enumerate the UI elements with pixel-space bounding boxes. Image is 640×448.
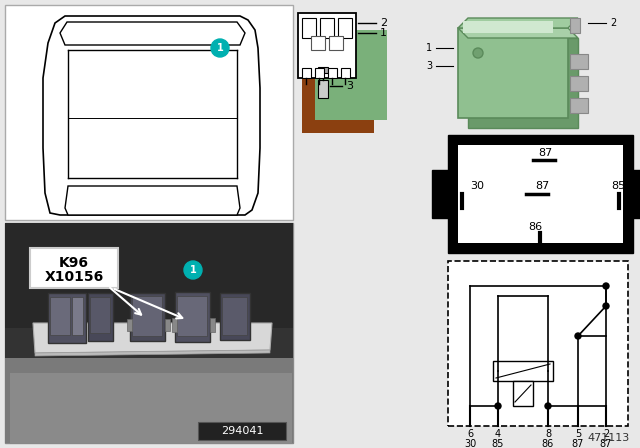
Text: 87: 87 xyxy=(572,439,584,448)
Text: 5: 5 xyxy=(575,429,581,439)
Bar xyxy=(432,170,448,218)
Text: 87: 87 xyxy=(600,439,612,448)
Bar xyxy=(458,145,623,243)
Text: 3: 3 xyxy=(426,61,432,71)
Bar xyxy=(88,293,113,341)
Text: 6: 6 xyxy=(467,429,473,439)
Circle shape xyxy=(473,48,483,58)
Text: 8: 8 xyxy=(545,429,551,439)
Bar xyxy=(458,28,568,118)
Bar xyxy=(5,223,293,443)
Bar xyxy=(448,261,628,426)
Bar xyxy=(175,292,210,342)
Bar xyxy=(72,297,83,335)
Text: 1: 1 xyxy=(189,265,196,275)
Text: 3: 3 xyxy=(346,81,353,91)
Bar xyxy=(328,68,337,78)
Circle shape xyxy=(184,261,202,279)
Text: 2: 2 xyxy=(610,18,616,28)
Text: 30: 30 xyxy=(470,181,484,191)
Text: 87: 87 xyxy=(535,181,549,191)
Text: 30: 30 xyxy=(464,439,476,448)
Bar xyxy=(177,296,207,336)
Bar xyxy=(302,18,316,38)
Bar xyxy=(463,21,553,33)
Text: 2: 2 xyxy=(380,18,387,28)
Circle shape xyxy=(211,39,229,57)
Bar xyxy=(220,293,250,340)
Polygon shape xyxy=(60,22,245,45)
Text: 86: 86 xyxy=(528,222,542,232)
Circle shape xyxy=(495,403,501,409)
Bar xyxy=(210,318,215,332)
Circle shape xyxy=(603,283,609,289)
Bar xyxy=(302,43,374,133)
Bar xyxy=(329,36,343,50)
Text: 1: 1 xyxy=(426,43,432,53)
Bar xyxy=(311,36,325,50)
Bar xyxy=(513,381,533,406)
Bar xyxy=(493,361,553,381)
Text: 294041: 294041 xyxy=(221,426,263,436)
Bar xyxy=(130,293,165,341)
Bar xyxy=(315,30,387,120)
Text: K96: K96 xyxy=(59,256,89,270)
Polygon shape xyxy=(35,350,270,356)
Text: X10156: X10156 xyxy=(44,270,104,284)
Bar xyxy=(315,68,324,78)
Bar xyxy=(302,68,311,78)
Bar xyxy=(48,293,86,343)
Polygon shape xyxy=(33,323,272,353)
Polygon shape xyxy=(10,373,292,443)
Polygon shape xyxy=(458,28,578,38)
Bar xyxy=(30,248,118,288)
Bar xyxy=(5,223,293,338)
Bar xyxy=(448,135,633,253)
Bar xyxy=(570,98,588,113)
Text: 471113: 471113 xyxy=(588,433,630,443)
Bar xyxy=(127,319,132,331)
Text: 87: 87 xyxy=(538,148,552,158)
Bar xyxy=(570,54,588,69)
Bar xyxy=(318,80,328,98)
Bar xyxy=(132,296,162,336)
Polygon shape xyxy=(5,358,293,443)
Bar xyxy=(318,67,328,73)
Polygon shape xyxy=(65,186,240,215)
Circle shape xyxy=(545,403,551,409)
Text: 1: 1 xyxy=(380,28,387,38)
Bar xyxy=(448,261,628,426)
Text: 86: 86 xyxy=(542,439,554,448)
Bar xyxy=(172,318,177,332)
Bar xyxy=(90,297,110,333)
Text: 1: 1 xyxy=(216,43,223,53)
Text: 85: 85 xyxy=(611,181,625,191)
Bar xyxy=(338,18,352,38)
Bar xyxy=(341,68,350,78)
Bar xyxy=(298,13,356,78)
Polygon shape xyxy=(458,18,578,28)
Text: 85: 85 xyxy=(492,439,504,448)
Bar xyxy=(165,319,170,331)
Bar xyxy=(5,223,293,443)
Bar xyxy=(222,297,247,335)
Circle shape xyxy=(603,303,609,309)
Bar xyxy=(50,297,70,335)
Bar xyxy=(5,328,293,358)
Bar xyxy=(570,18,580,33)
Bar xyxy=(320,18,334,38)
Bar xyxy=(198,422,286,440)
Text: 4: 4 xyxy=(495,429,501,439)
Text: 2: 2 xyxy=(603,429,609,439)
Bar xyxy=(633,170,640,218)
Bar xyxy=(5,5,293,220)
Polygon shape xyxy=(43,16,260,215)
Bar xyxy=(468,38,578,128)
Bar xyxy=(570,76,588,91)
Circle shape xyxy=(575,333,581,339)
